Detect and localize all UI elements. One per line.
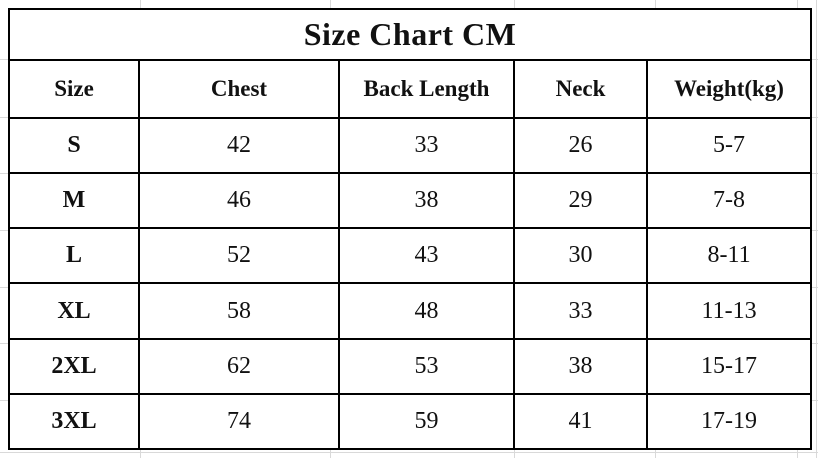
size-cell: M [8,172,140,230]
title-row: Size Chart CM [7,8,813,61]
table-row: L 52 43 30 8-11 [8,227,813,285]
value-cell: 15-17 [645,337,813,395]
chart-title: Size Chart CM [7,8,813,61]
column-header: Size [8,59,140,119]
value-cell: 46 [138,172,340,230]
column-header: Chest [138,59,340,119]
value-cell: 38 [338,172,515,230]
value-cell: 38 [513,337,648,395]
size-cell: 2XL [8,337,140,395]
value-cell: 33 [338,116,515,175]
size-cell: L [8,227,140,285]
table-row: 2XL 62 53 38 15-17 [8,337,813,395]
table-row: 3XL 74 59 41 17-19 [8,392,813,451]
value-cell: 59 [338,392,515,451]
value-cell: 29 [513,172,648,230]
value-cell: 30 [513,227,648,285]
size-cell: XL [8,282,140,340]
value-cell: 41 [513,392,648,451]
value-cell: 48 [338,282,515,340]
value-cell: 42 [138,116,340,175]
value-cell: 7-8 [645,172,813,230]
value-cell: 26 [513,116,648,175]
value-cell: 43 [338,227,515,285]
value-cell: 8-11 [645,227,813,285]
size-cell: 3XL [8,392,140,451]
value-cell: 74 [138,392,340,451]
value-cell: 11-13 [645,282,813,340]
column-header: Back Length [338,59,515,119]
column-header: Neck [513,59,648,119]
gridline-horizontal [0,452,818,453]
table-row: M 46 38 29 7-8 [8,172,813,230]
value-cell: 53 [338,337,515,395]
size-chart-table: Size Chart CM Size Chest Back Length Neck We… [7,8,813,451]
value-cell: 5-7 [645,116,813,175]
header-row: Size Chest Back Length Neck Weight(kg) [8,59,813,119]
table-row: S 42 33 26 5-7 [8,116,813,175]
table-row: XL 58 48 33 11-13 [8,282,813,340]
column-header: Weight(kg) [645,59,813,119]
size-cell: S [8,116,140,175]
value-cell: 17-19 [645,392,813,451]
value-cell: 33 [513,282,648,340]
value-cell: 62 [138,337,340,395]
value-cell: 58 [138,282,340,340]
gridline-vertical [816,0,817,458]
value-cell: 52 [138,227,340,285]
